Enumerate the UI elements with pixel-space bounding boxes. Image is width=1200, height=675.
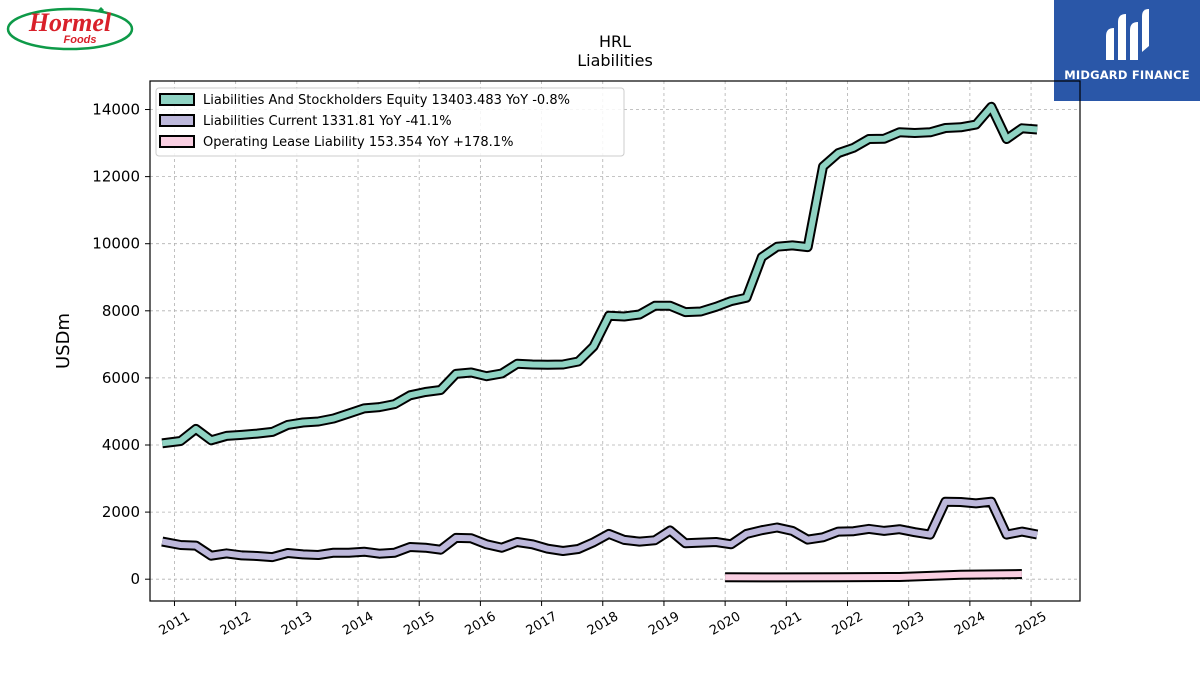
x-axis: 2011 2012 2013 2014 2015 2016 2017 2018 2019 2020…: [157, 601, 1049, 639]
x-tick-label: 2024: [952, 609, 988, 639]
x-tick-label: 2011: [157, 609, 193, 639]
x-tick-label: 2019: [646, 609, 682, 639]
midgard-finance-logo: MIDGARD FINANCE: [1054, 0, 1200, 101]
x-tick-label: 2012: [218, 609, 254, 639]
legend-swatch: [159, 135, 195, 148]
y-tick-label: 8000: [102, 302, 140, 320]
midgard-logo-text: MIDGARD FINANCE: [1064, 68, 1190, 82]
legend-entry: Operating Lease Liability 153.354 YoY +1…: [203, 135, 513, 150]
series-liabilities-and-equity-outline: [161, 101, 1038, 449]
x-tick-label: 2015: [401, 609, 437, 639]
y-axis: 0 2000 4000 6000 8000 10000 12000 14000: [92, 101, 150, 588]
chart-title-block: HRL Liabilities: [465, 32, 765, 70]
x-tick-label: 2013: [279, 609, 315, 639]
legend-box: [155, 87, 625, 157]
leaf-icon: [98, 7, 104, 13]
y-tick-label: 0: [130, 570, 140, 588]
series-liabilities-current: [161, 496, 1039, 563]
x-tick-label: 2018: [585, 609, 621, 639]
x-tick-label: 2021: [768, 609, 804, 639]
hormel-logo-subword: Foods: [64, 34, 97, 46]
y-tick-label: 12000: [92, 168, 140, 186]
legend-swatch: [159, 114, 195, 127]
y-tick-label: 4000: [102, 436, 140, 454]
chart-title: HRL: [598, 32, 632, 51]
y-tick-label: 6000: [102, 369, 140, 387]
legend-entry: Liabilities Current 1331.81 YoY -41.1%: [203, 114, 452, 129]
y-tick-label: 2000: [102, 503, 140, 521]
series-operating-lease-line: [725, 571, 1022, 581]
x-tick-label: 2023: [891, 609, 927, 639]
legend: Liabilities And Stockholders Equity 1340…: [155, 87, 625, 157]
legend-entry: Liabilities And Stockholders Equity 1340…: [203, 93, 570, 108]
series-liabilities-and-equity: [161, 101, 1038, 449]
midgard-emblem-icon: [1106, 9, 1149, 60]
series-layer: [161, 101, 1039, 583]
x-tick-label: 2022: [830, 609, 866, 639]
series-operating-lease: [725, 569, 1022, 583]
x-tick-label: 2014: [340, 609, 376, 639]
plot-frame: [149, 80, 1081, 602]
y-tick-label: 14000: [92, 101, 140, 119]
hormel-logo-word: Hormel: [28, 8, 112, 37]
x-tick-label: 2020: [707, 609, 743, 639]
x-tick-label: 2016: [463, 609, 499, 639]
y-tick-label: 10000: [92, 235, 140, 253]
x-tick-label: 2017: [524, 609, 560, 639]
hormel-foods-logo: Hormel Foods: [6, 4, 138, 52]
series-liabilities-and-equity-line: [161, 103, 1038, 447]
legend-swatch: [159, 93, 195, 106]
x-tick-label: 2025: [1013, 609, 1049, 639]
series-liabilities-current-line: [161, 498, 1038, 561]
y-axis-label: USDm: [53, 313, 74, 369]
hormel-logo-graphic: Hormel Foods: [6, 7, 134, 51]
chart-subtitle: Liabilities: [577, 51, 653, 70]
